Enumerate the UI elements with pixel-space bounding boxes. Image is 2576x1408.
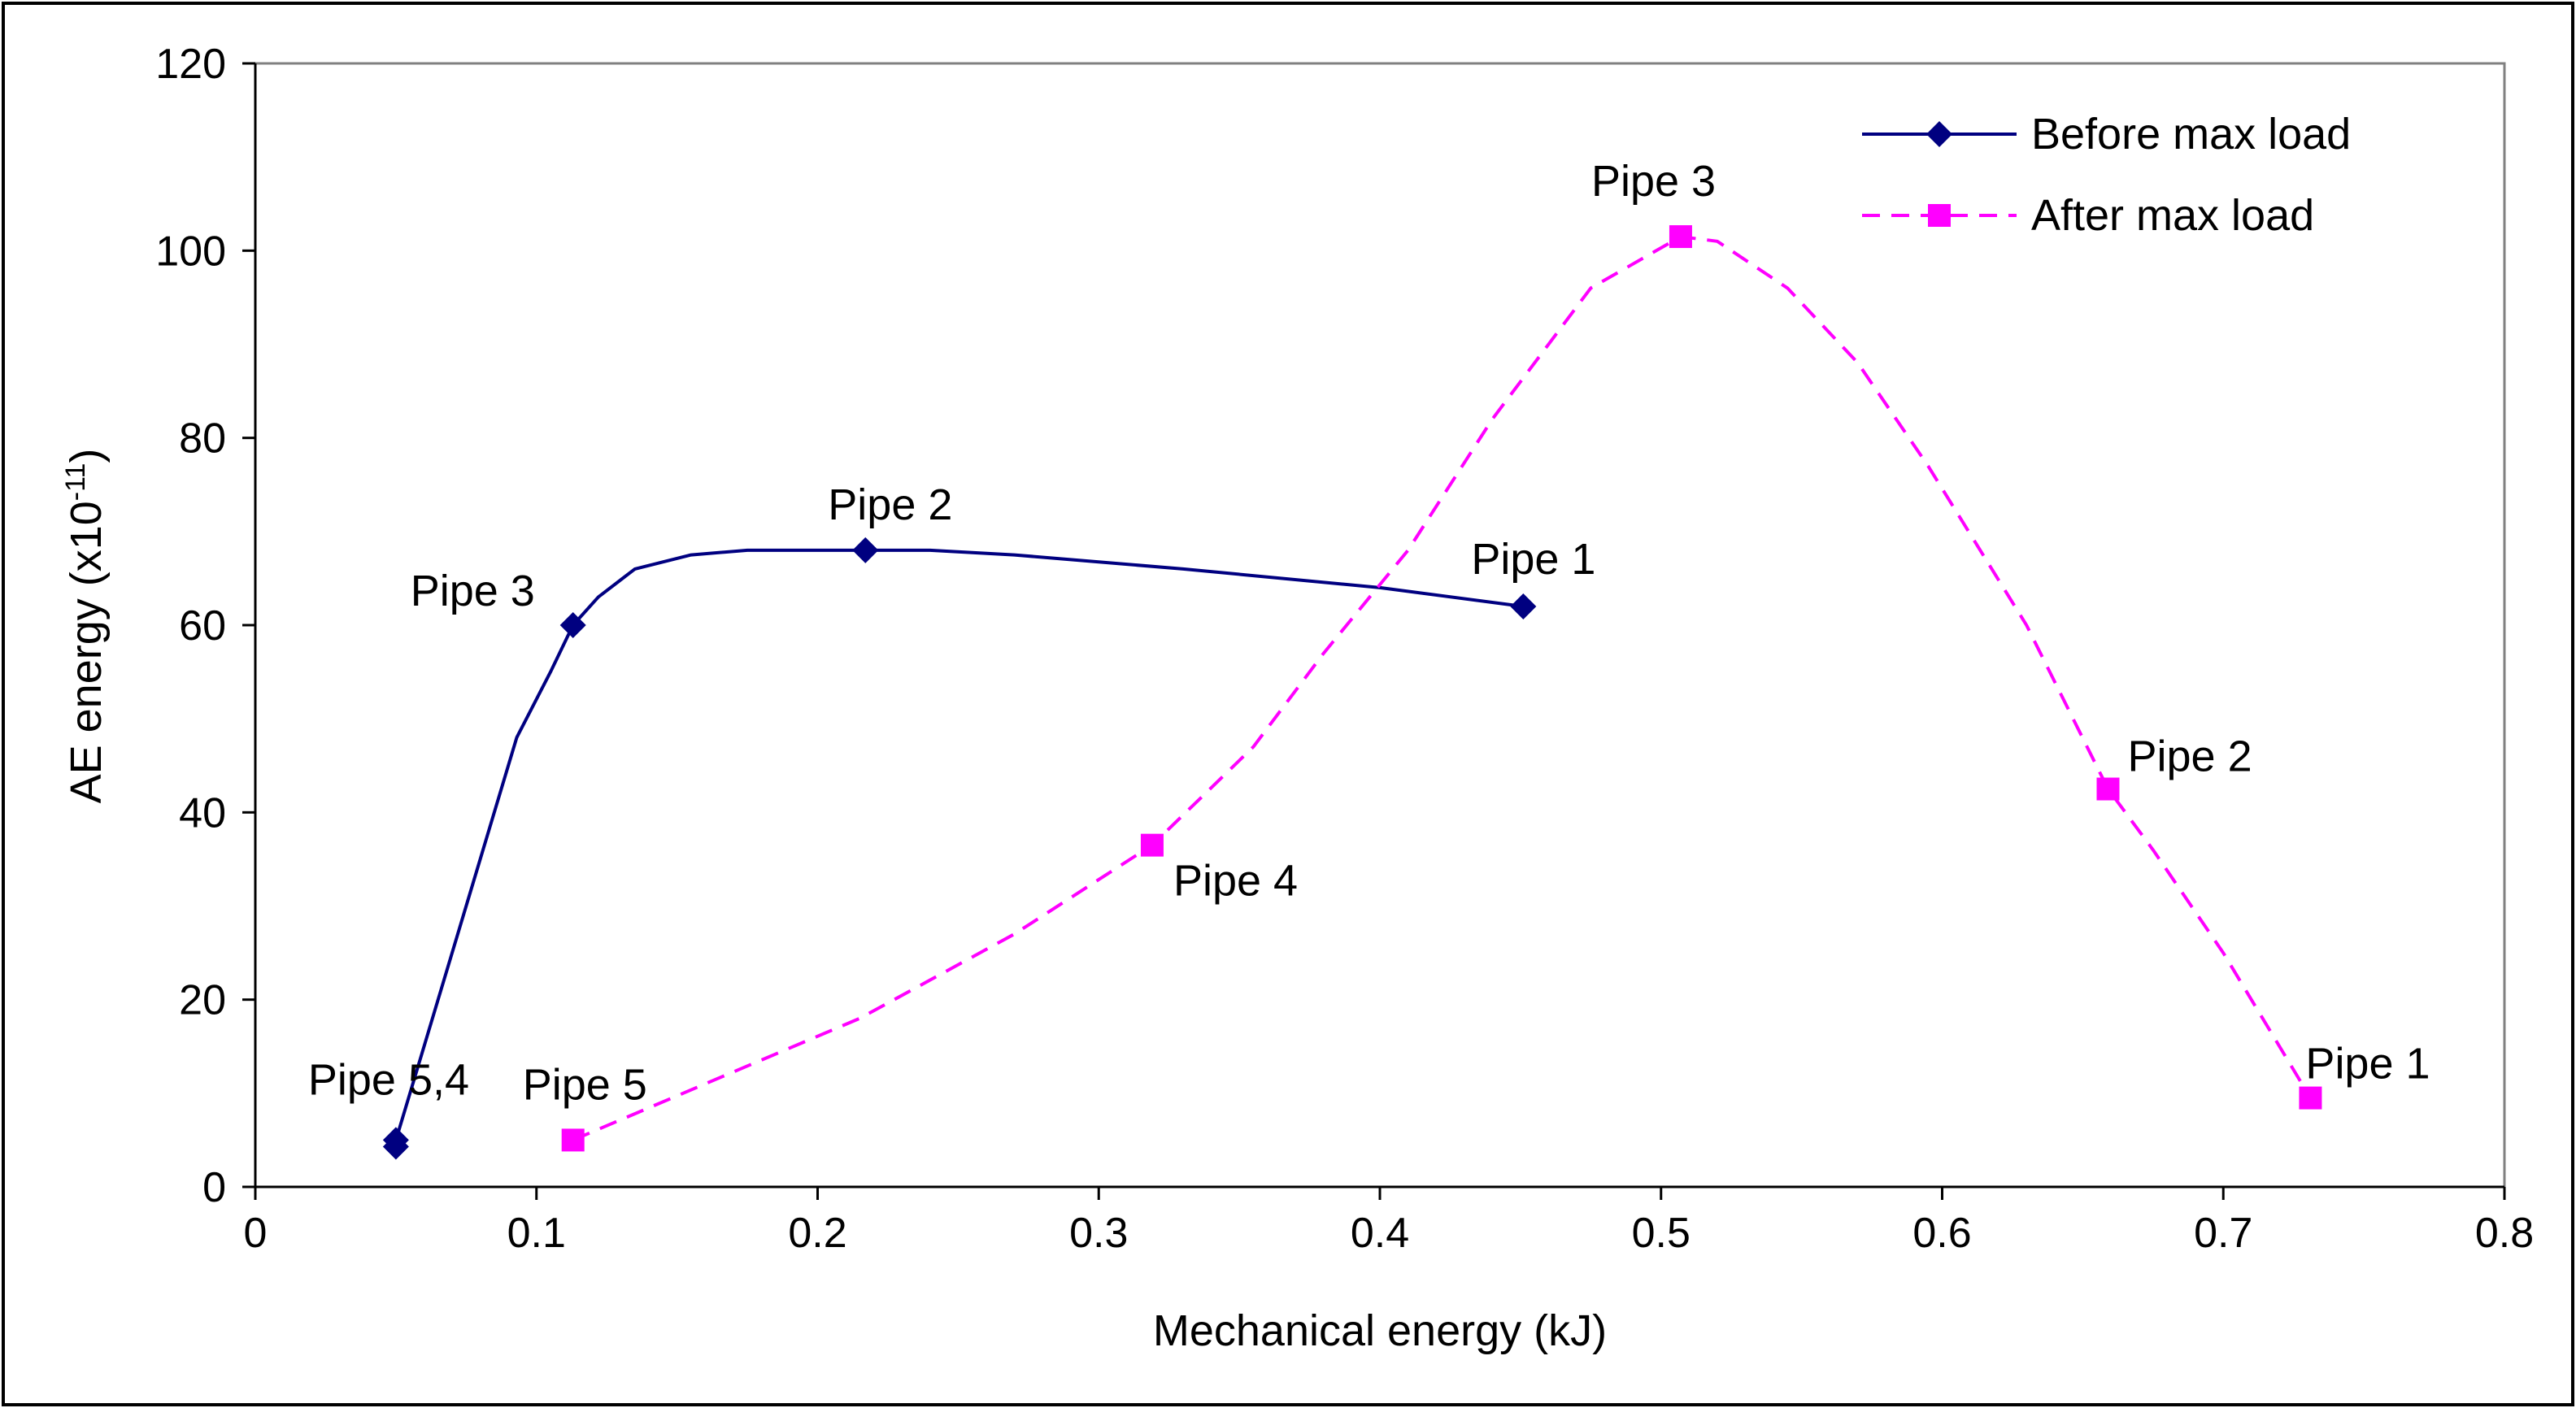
- legend: Before max load After max load: [1862, 110, 2351, 240]
- x-ticks: 0 0.1 0.2 0.3 0.4 0.5 0.6 0.7 0.8: [244, 1187, 2534, 1257]
- y-tick-label: 0: [202, 1164, 226, 1211]
- series-line-before: [394, 548, 1524, 1147]
- point-labels: Pipe 5,4 Pipe 3 Pipe 2 Pipe 1 Pipe 5 Pipe 4 Pi…: [308, 157, 2430, 1109]
- x-tick-label: 0.2: [788, 1210, 846, 1257]
- point-label-after: Pipe 4: [1173, 857, 1298, 906]
- series-layer: [382, 225, 2322, 1160]
- y-axis-title-main: AE energy (x10: [62, 501, 111, 803]
- data-point-after: [2096, 777, 2120, 801]
- legend-marker-after: [1928, 204, 1951, 227]
- y-tick-label: 120: [155, 41, 226, 88]
- x-tick-label: 0.4: [1351, 1210, 1409, 1257]
- y-axis-title-suffix: ): [62, 449, 111, 463]
- y-tick-label: 100: [155, 228, 226, 275]
- x-tick-label: 0.6: [1912, 1210, 1971, 1257]
- y-ticks: 0 20 40 60 80 100 120: [155, 41, 255, 1211]
- data-point-before: [559, 612, 586, 638]
- x-tick-label: 0.7: [2194, 1210, 2252, 1257]
- x-axis-title: Mechanical energy (kJ): [1153, 1306, 1607, 1355]
- data-point-after: [1669, 225, 1692, 249]
- data-point-before: [1510, 593, 1537, 619]
- point-label-before: Pipe 5,4: [308, 1055, 469, 1104]
- series-line-after: [572, 235, 2313, 1142]
- legend-label-after: After max load: [2031, 191, 2314, 240]
- point-label-after: Pipe 3: [1591, 157, 1716, 206]
- legend-marker-before: [1926, 121, 1952, 147]
- y-axis-title-exponent: -11: [60, 463, 91, 502]
- data-point-after: [1140, 833, 1164, 857]
- x-tick-label: 0.3: [1069, 1210, 1128, 1257]
- y-tick-label: 20: [179, 977, 226, 1024]
- x-tick-label: 0.1: [507, 1210, 566, 1257]
- point-label-after: Pipe 5: [523, 1060, 647, 1109]
- legend-entry-before: Before max load: [1862, 110, 2351, 159]
- data-point-before: [382, 1127, 409, 1154]
- data-point-before: [852, 537, 879, 563]
- legend-entry-after: After max load: [1862, 191, 2314, 240]
- y-axis-title: AE energy (x10-11): [60, 449, 111, 804]
- y-tick-label: 60: [179, 602, 226, 650]
- plot-area: [254, 62, 2506, 1189]
- point-label-after: Pipe 2: [2127, 732, 2252, 781]
- x-tick-label: 0.5: [1632, 1210, 1690, 1257]
- point-label-before: Pipe 3: [411, 567, 535, 615]
- y-tick-label: 80: [179, 415, 226, 463]
- data-point-after: [2299, 1086, 2322, 1110]
- x-tick-label: 0.8: [2475, 1210, 2534, 1257]
- data-point-after: [561, 1128, 585, 1152]
- legend-label-before: Before max load: [2031, 110, 2351, 159]
- x-tick-label: 0: [244, 1210, 268, 1257]
- point-label-before: Pipe 1: [1471, 535, 1595, 584]
- point-label-before: Pipe 2: [828, 480, 952, 529]
- y-tick-label: 40: [179, 789, 226, 837]
- point-label-after: Pipe 1: [2305, 1040, 2430, 1089]
